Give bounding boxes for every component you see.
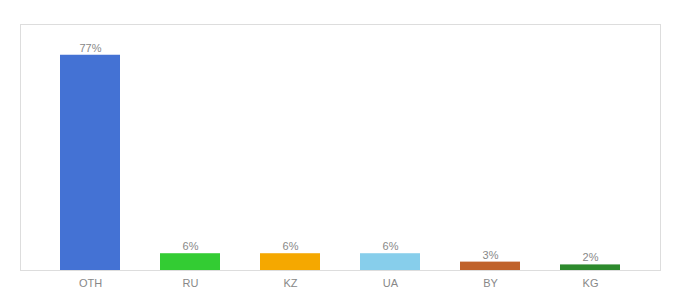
svg-text:RU: RU — [183, 277, 199, 289]
svg-text:UA: UA — [383, 277, 399, 289]
svg-text:6%: 6% — [283, 240, 299, 252]
svg-text:KG: KG — [583, 277, 599, 289]
svg-text:KZ: KZ — [283, 277, 297, 289]
svg-text:77%: 77% — [79, 42, 101, 54]
svg-text:6%: 6% — [383, 240, 399, 252]
svg-text:BY: BY — [483, 277, 498, 289]
svg-text:6%: 6% — [183, 240, 199, 252]
svg-text:2%: 2% — [583, 251, 599, 263]
svg-text:OTH: OTH — [79, 277, 102, 289]
svg-text:3%: 3% — [483, 249, 499, 261]
